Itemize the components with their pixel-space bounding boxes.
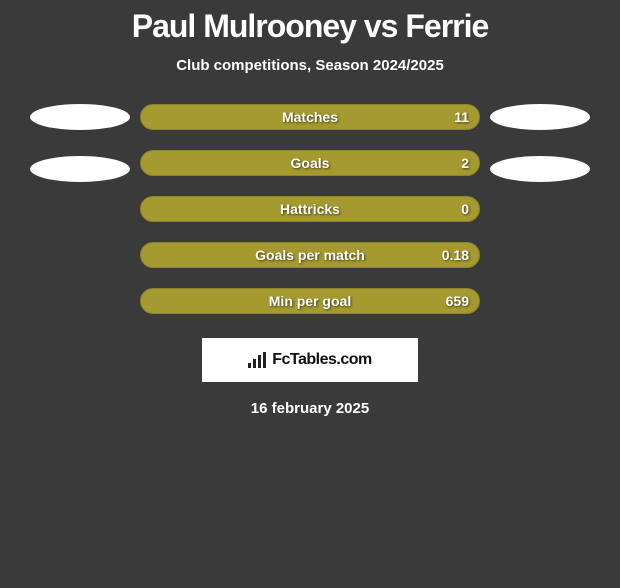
stat-label: Hattricks — [141, 197, 479, 221]
stat-bar-goals: Goals 2 — [140, 150, 480, 176]
right-player-col — [480, 104, 600, 208]
player-placeholder-ellipse — [490, 104, 590, 130]
player-placeholder-ellipse — [30, 104, 130, 130]
stat-value-right: 2 — [461, 151, 469, 175]
logo-box: FcTables.com — [202, 338, 418, 382]
stat-bars: Matches 11 Goals 2 Hattricks 0 Goals per… — [140, 104, 480, 314]
stat-label: Goals per match — [141, 243, 479, 267]
left-player-col — [20, 104, 140, 208]
stat-value-right: 11 — [454, 105, 469, 129]
logo: FcTables.com — [248, 351, 372, 369]
stat-bar-matches: Matches 11 — [140, 104, 480, 130]
subtitle: Club competitions, Season 2024/2025 — [0, 57, 620, 74]
stats-area: Matches 11 Goals 2 Hattricks 0 Goals per… — [0, 104, 620, 314]
page-title: Paul Mulrooney vs Ferrie — [0, 8, 620, 45]
logo-text: FcTables.com — [272, 351, 372, 369]
date-line: 16 february 2025 — [0, 400, 620, 417]
stat-label: Matches — [141, 105, 479, 129]
stat-label: Min per goal — [141, 289, 479, 313]
stat-bar-goals-per-match: Goals per match 0.18 — [140, 242, 480, 268]
stat-bar-hattricks: Hattricks 0 — [140, 196, 480, 222]
stat-value-right: 659 — [446, 289, 469, 313]
player-placeholder-ellipse — [30, 156, 130, 182]
barchart-icon — [248, 352, 268, 368]
stat-value-right: 0.18 — [442, 243, 469, 267]
stat-label: Goals — [141, 151, 479, 175]
player-placeholder-ellipse — [490, 156, 590, 182]
stat-value-right: 0 — [461, 197, 469, 221]
stat-bar-min-per-goal: Min per goal 659 — [140, 288, 480, 314]
